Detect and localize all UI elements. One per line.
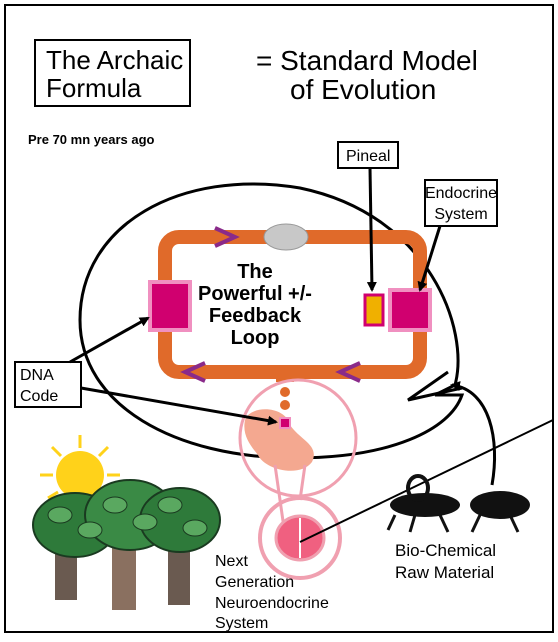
embryo-dna bbox=[280, 418, 290, 428]
stalk-dot bbox=[280, 400, 290, 410]
next-gen-label: Neuroendocrine bbox=[215, 595, 329, 612]
pineal-label: Pineal bbox=[346, 148, 390, 165]
title-line: The Archaic bbox=[46, 45, 183, 75]
raw-material-label: Bio-Chemical bbox=[395, 541, 496, 560]
note: Pre 70 mn years ago bbox=[28, 132, 155, 147]
dna-block bbox=[150, 282, 190, 330]
next-gen-label: Next bbox=[215, 553, 248, 570]
loop-label: Loop bbox=[231, 327, 280, 349]
page: {"title": {"lines": ["The Archaic", "For… bbox=[0, 0, 558, 642]
title-line: Formula bbox=[46, 73, 142, 103]
endocrine-label: Endocrine bbox=[425, 185, 497, 202]
pineal-block bbox=[365, 295, 383, 325]
arrow bbox=[370, 168, 372, 290]
raw-material-label: Raw Material bbox=[395, 563, 494, 582]
endocrine-block bbox=[390, 290, 430, 330]
diagram: The Archaic Formula = Standard Model of … bbox=[0, 0, 558, 637]
next-gen-label: Generation bbox=[215, 574, 294, 591]
loop-label: Feedback bbox=[209, 305, 302, 327]
subtitle-line: of Evolution bbox=[290, 74, 436, 105]
dna-label: DNA bbox=[20, 367, 54, 384]
stalk-dot bbox=[280, 387, 290, 397]
dna-label: Code bbox=[20, 388, 58, 405]
loop-label: The bbox=[237, 261, 273, 283]
gland bbox=[264, 224, 308, 250]
subtitle-line: = Standard Model bbox=[256, 45, 478, 76]
next-gen-label: System bbox=[215, 615, 268, 632]
endocrine-label: System bbox=[434, 206, 487, 223]
loop-label: Powerful +/- bbox=[198, 283, 312, 305]
